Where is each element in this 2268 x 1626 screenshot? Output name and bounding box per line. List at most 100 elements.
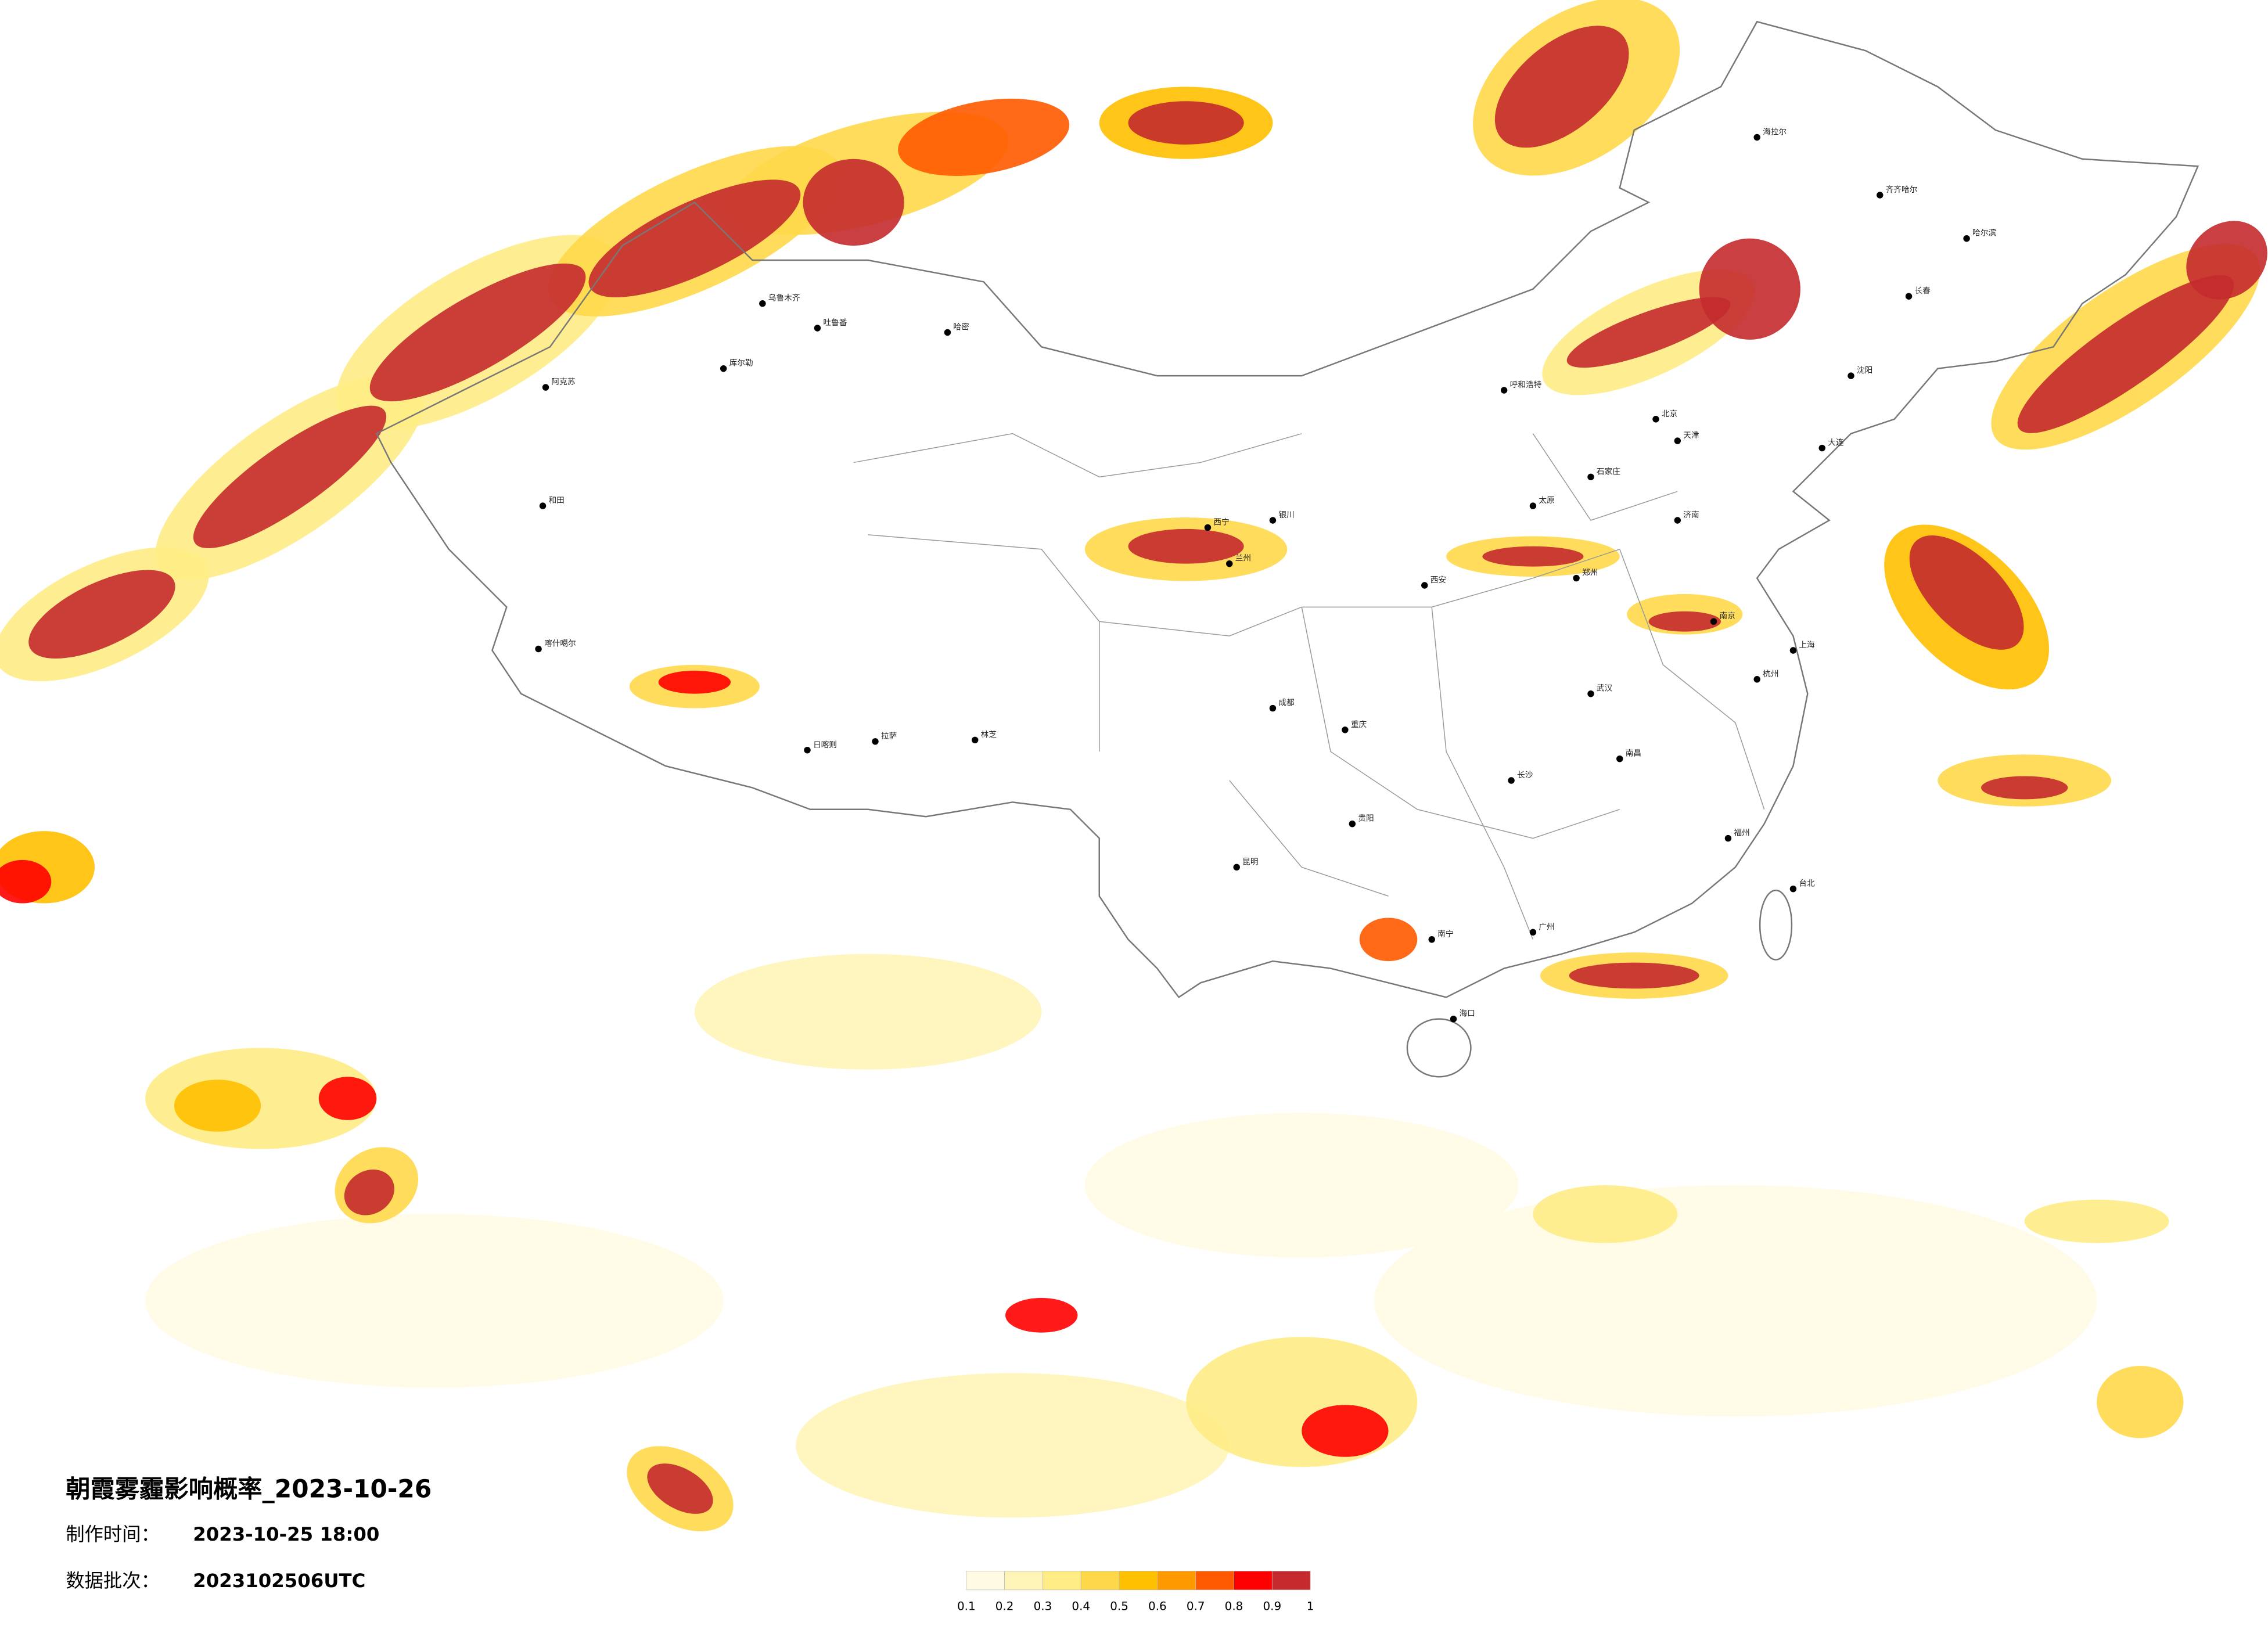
city-label: 福州 (1734, 829, 1749, 838)
city-label: 库尔勒 (729, 359, 753, 368)
city-dot (759, 300, 766, 307)
haze-area (0, 859, 52, 904)
city-dot (814, 325, 821, 332)
city-label: 太原 (1539, 496, 1554, 505)
city-dot (1349, 820, 1356, 828)
city-label: 石家庄 (1597, 466, 1620, 476)
haze-area (694, 954, 1042, 1070)
city-dot (1724, 834, 1732, 842)
map-title: 朝霞雾霾影响概率_2023-10-26 (66, 1474, 432, 1503)
haze-area (174, 1080, 261, 1132)
city-dot (872, 738, 879, 745)
city-dot (1500, 387, 1508, 394)
city-dot (1963, 235, 1970, 242)
city-label: 成都 (1278, 699, 1295, 708)
city-dot (1508, 777, 1515, 784)
city-dot (1877, 192, 1884, 199)
colorbar-segment (1157, 1571, 1196, 1591)
haze-area (1909, 535, 2024, 650)
city-label: 武汉 (1597, 684, 1613, 693)
haze-area (803, 159, 904, 246)
colorbar-segment (1080, 1571, 1120, 1591)
city-dot (1652, 416, 1659, 423)
colorbar-segment (1195, 1571, 1234, 1591)
haze-area (1482, 546, 1584, 567)
data-batch-label: 数据批次： (66, 1570, 160, 1592)
city-label: 北京 (1662, 409, 1677, 419)
colorbar-segment (1043, 1571, 1081, 1591)
taiwan-border (1759, 889, 1793, 961)
city-dot (1905, 293, 1913, 300)
production-time-label: 制作时间： (66, 1523, 160, 1545)
city-dot (1204, 524, 1212, 531)
city-label: 台北 (1799, 879, 1815, 888)
haze-area (1084, 1113, 1519, 1258)
city-label: 昆明 (1242, 857, 1258, 866)
city-dot (1269, 704, 1277, 712)
haze-area (1981, 776, 2068, 800)
haze-area (1699, 238, 1800, 340)
city-dot (1587, 690, 1594, 697)
city-label: 大连 (1828, 438, 1844, 448)
haze-area (1494, 26, 1629, 148)
city-dot (1226, 560, 1233, 567)
city-label: 天津 (1683, 431, 1699, 440)
city-dot (804, 747, 811, 754)
city-dot (1710, 618, 1717, 625)
colorbar-tick-label: 1 (1307, 1600, 1314, 1613)
haze-area (1569, 962, 1699, 989)
city-dot (1587, 473, 1594, 481)
city-dot (1428, 936, 1435, 943)
colorbar-tick-label: 0.1 (957, 1600, 976, 1613)
colorbar-tick-label: 0.3 (1034, 1600, 1052, 1613)
colorbar-tick-label: 0.2 (995, 1600, 1014, 1613)
city-dot (1529, 929, 1537, 936)
city-label: 南京 (1720, 611, 1735, 621)
haze-area (344, 1170, 394, 1215)
haze-area (318, 1077, 377, 1120)
haze-area (658, 670, 731, 694)
colorbar-segment (1119, 1571, 1158, 1591)
city-label: 吐鲁番 (823, 318, 847, 328)
haze-area (1374, 1185, 2097, 1417)
haze-area (1302, 1405, 1389, 1457)
hainan-border (1406, 1018, 1472, 1078)
city-label: 重庆 (1351, 720, 1367, 729)
city-dot (1818, 444, 1825, 452)
colorbar-tick-label: 0.9 (1263, 1600, 1281, 1613)
haze-area (898, 98, 1070, 176)
city-label: 阿克苏 (551, 377, 575, 387)
colorbar-segment (1271, 1571, 1311, 1591)
haze-area (28, 570, 175, 659)
haze-area (1566, 297, 1731, 368)
province-lines (853, 433, 1765, 940)
haze-area (1186, 1337, 1418, 1467)
city-label: 哈尔滨 (1972, 229, 1996, 238)
city-label: 银川 (1278, 510, 1294, 520)
city-dot (539, 502, 547, 509)
city-label: 齐齐哈尔 (1886, 185, 1918, 195)
colorbar: 0.1 0.2 0.3 0.4 0.5 0.6 0.7 0.8 0.9 1 (957, 1571, 1314, 1613)
city-dot (971, 736, 979, 744)
haze-area (2097, 1366, 2184, 1438)
city-label: 喀什噶尔 (544, 639, 576, 649)
city-label: 海拉尔 (1763, 127, 1787, 136)
haze-area (1005, 1298, 1078, 1333)
colorbar-tick-label: 0.7 (1187, 1600, 1205, 1613)
city-label: 西宁 (1213, 517, 1229, 527)
colorbar-segment (1004, 1571, 1043, 1591)
city-label: 上海 (1799, 641, 1815, 650)
city-label: 和田 (549, 496, 565, 505)
city-dot (1342, 726, 1349, 733)
city-label: 广州 (1539, 922, 1554, 931)
city-dot (1450, 1015, 1457, 1023)
city-label: 济南 (1683, 510, 1699, 520)
city-label: 海口 (1460, 1009, 1475, 1019)
city-label: 贵阳 (1358, 814, 1374, 823)
city-dot (1753, 134, 1760, 141)
city-label: 南昌 (1626, 749, 1641, 758)
production-time-value: 2023-10-25 18:00 (193, 1523, 379, 1545)
haze-area (1128, 101, 1244, 145)
haze-area (2017, 275, 2234, 433)
